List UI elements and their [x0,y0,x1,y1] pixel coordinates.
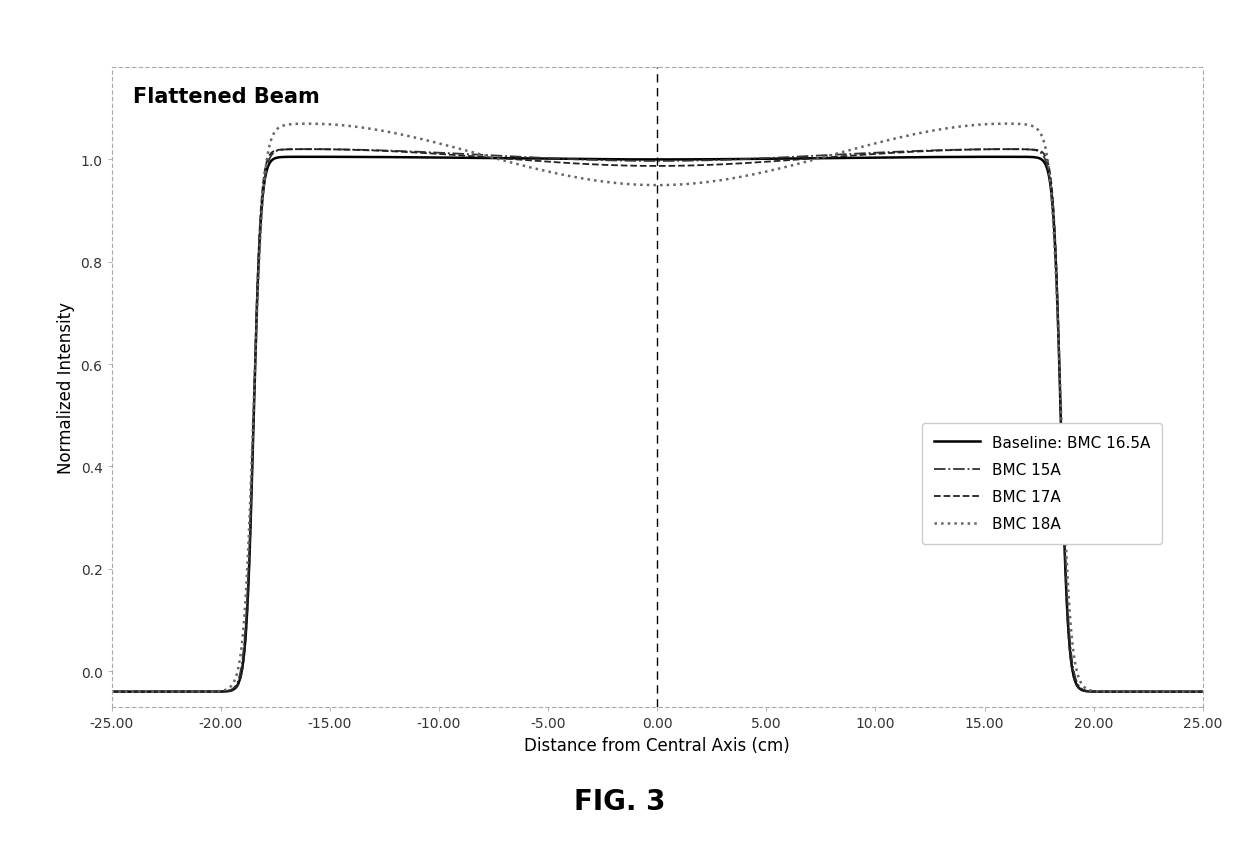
Line: BMC 18A: BMC 18A [112,124,1203,692]
BMC 17A [759,158,774,168]
BMC 18A [1002,119,1017,130]
BMC 15A [300,145,315,155]
Baseline: BMC 16.5A: (16.1, 1): BMC 16.5A: (16.1, 1) [1002,153,1017,163]
Line: BMC 17A: BMC 17A [112,150,1203,692]
BMC 18A [303,119,317,130]
BMC 17A [299,145,314,155]
X-axis label: Distance from Central Axis (cm): Distance from Central Axis (cm) [525,736,790,754]
BMC 17A [813,153,828,164]
BMC 15A [303,145,317,155]
BMC 15A [1195,687,1210,697]
Baseline: BMC 16.5A: (-25, -0.04): BMC 16.5A: (-25, -0.04) [104,687,119,697]
Baseline: BMC 16.5A: (-15.9, 1): BMC 16.5A: (-15.9, 1) [303,153,317,163]
Baseline: BMC 16.5A: (7.53, 1): BMC 16.5A: (7.53, 1) [813,154,828,164]
BMC 18A [759,167,774,177]
Baseline: BMC 16.5A: (-16, 1): BMC 16.5A: (-16, 1) [300,153,315,163]
BMC 18A [919,128,934,138]
Line: Baseline: BMC 16.5A: Baseline: BMC 16.5A [112,158,1203,692]
Line: BMC 15A: BMC 15A [112,150,1203,692]
BMC 17A [1002,145,1017,155]
BMC 18A [813,153,828,164]
Baseline: BMC 16.5A: (25, -0.04): BMC 16.5A: (25, -0.04) [1195,687,1210,697]
BMC 15A [1002,145,1017,155]
BMC 17A [919,147,934,157]
BMC 18A [300,119,315,130]
Baseline: BMC 16.5A: (-5.89, 1): BMC 16.5A: (-5.89, 1) [521,154,536,164]
BMC 17A [1195,687,1210,697]
BMC 18A [104,687,119,697]
BMC 17A [521,156,536,166]
Text: FIG. 3: FIG. 3 [574,787,666,815]
Y-axis label: Normalized Intensity: Normalized Intensity [57,302,74,474]
BMC 15A [104,687,119,697]
BMC 17A [303,145,317,155]
BMC 18A [1195,687,1210,697]
Baseline: BMC 16.5A: (5, 1): BMC 16.5A: (5, 1) [759,154,774,164]
BMC 15A [521,153,536,163]
BMC 15A [919,147,934,157]
BMC 15A [813,151,828,161]
BMC 18A [521,163,536,173]
Legend: Baseline: BMC 16.5A, BMC 15A, BMC 17A, BMC 18A: Baseline: BMC 16.5A, BMC 15A, BMC 17A, B… [921,423,1162,544]
BMC 15A [759,154,774,164]
BMC 17A [104,687,119,697]
Baseline: BMC 16.5A: (12.3, 1): BMC 16.5A: (12.3, 1) [919,153,934,163]
Text: Flattened Beam: Flattened Beam [134,88,320,107]
